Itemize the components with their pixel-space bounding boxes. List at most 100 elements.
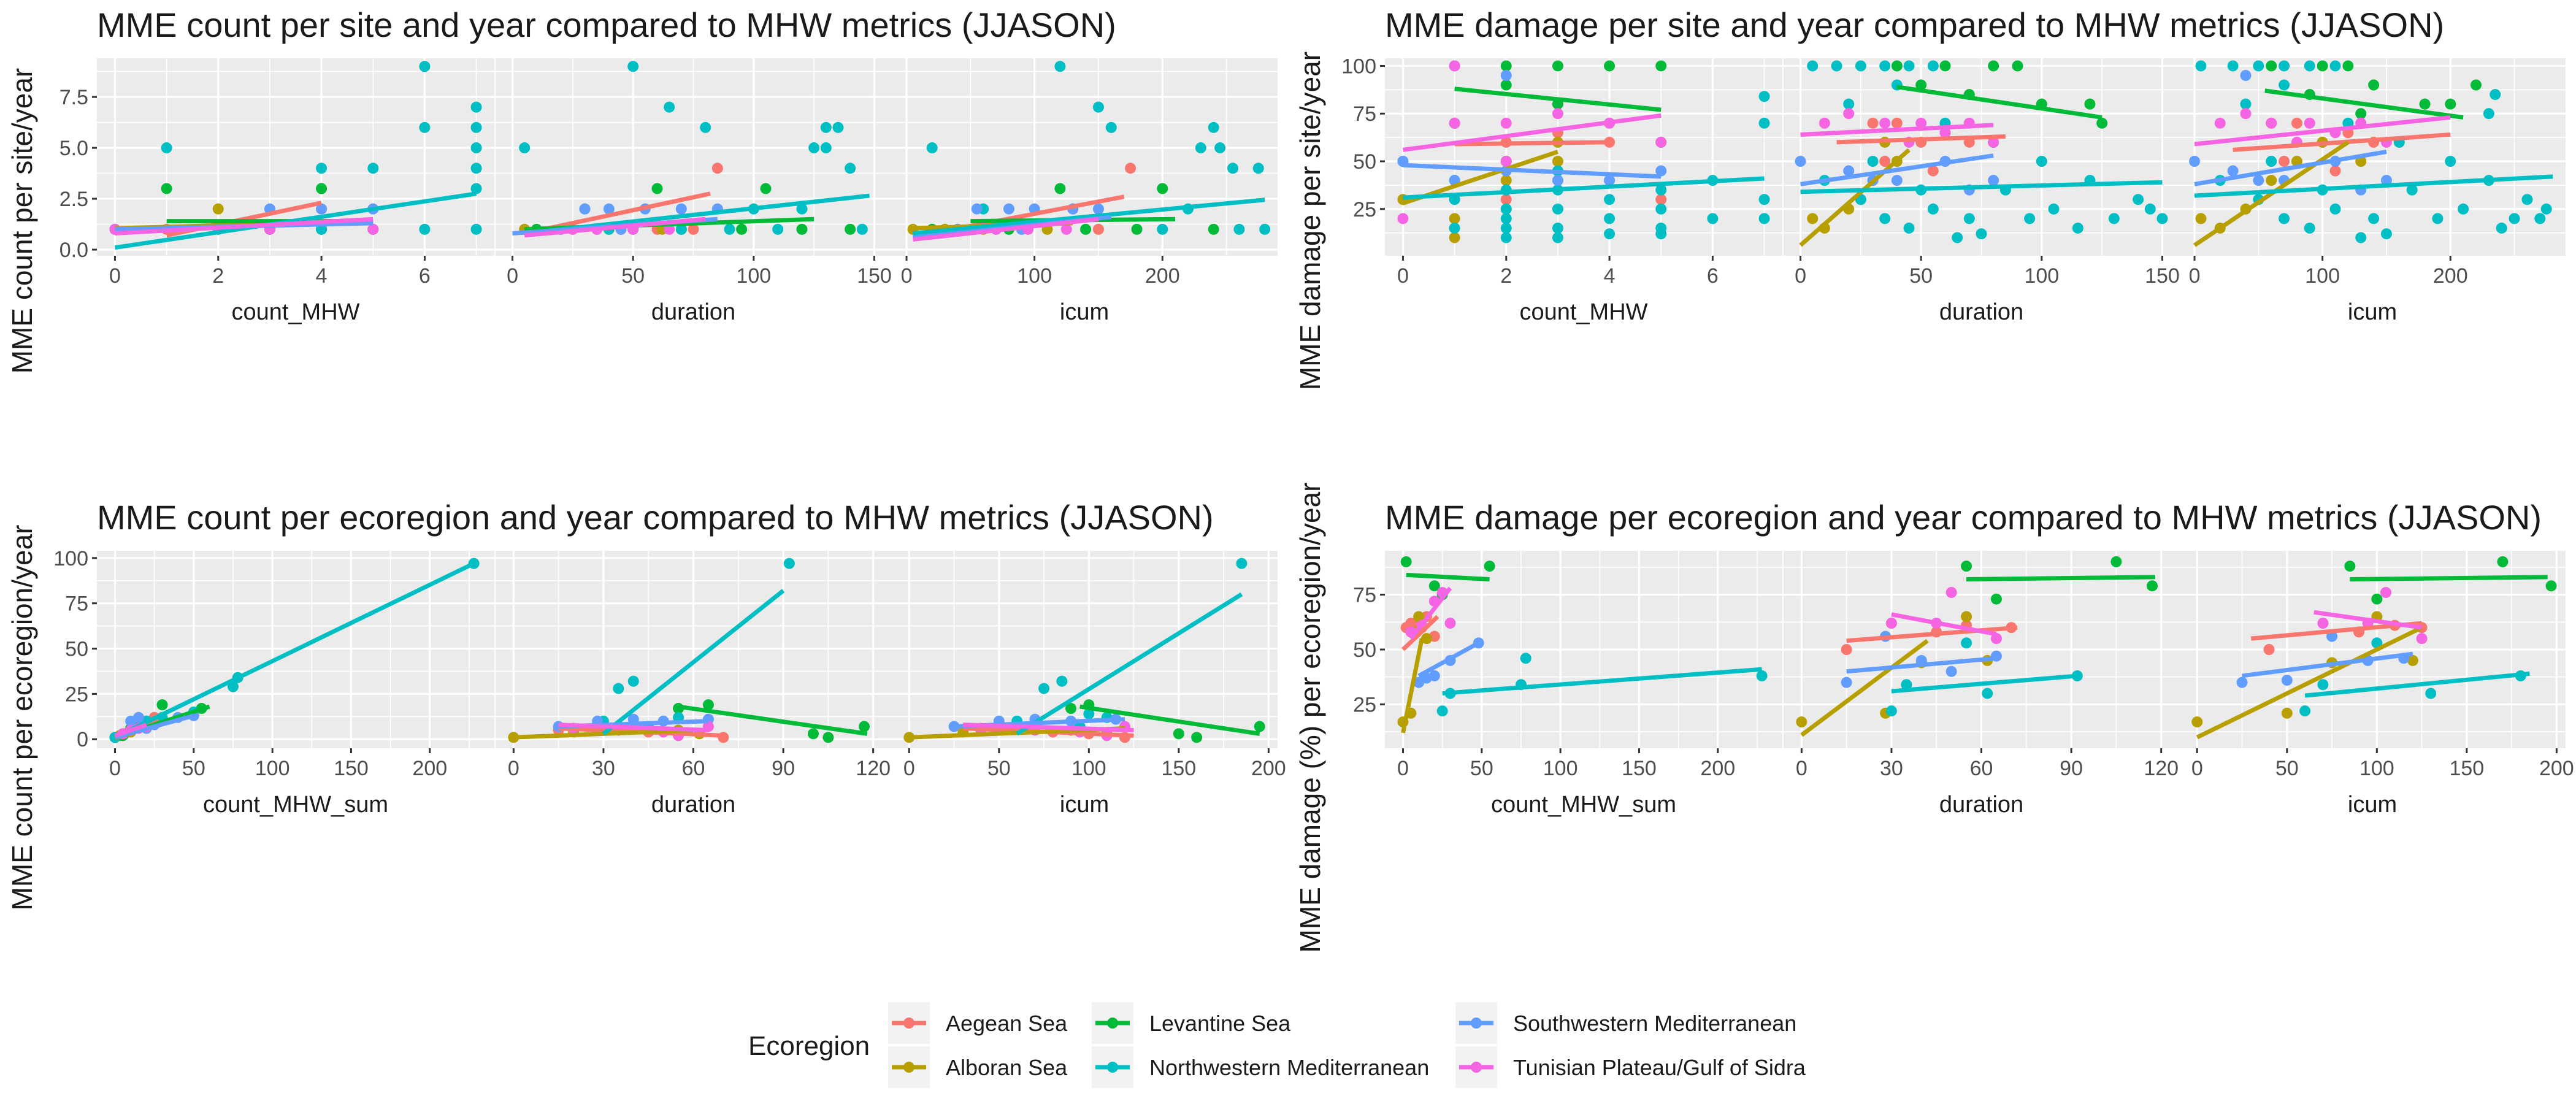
chart-4: MME damage per ecoregion and year compar… <box>1294 483 2574 953</box>
data-point <box>1927 60 1939 72</box>
data-point <box>2236 677 2248 688</box>
regression-line <box>115 217 374 236</box>
data-point <box>133 711 145 723</box>
data-point <box>161 142 172 154</box>
data-point <box>1961 637 1972 649</box>
data-point <box>2371 637 2383 649</box>
data-point <box>2279 213 2290 224</box>
x-tick-label: 50 <box>1909 264 1933 288</box>
facet-icum: 0 100 200 icum <box>2179 58 2566 325</box>
x-tick-label: 100 <box>2024 264 2059 288</box>
data-point <box>1191 732 1203 743</box>
data-point <box>1796 716 1807 728</box>
data-point <box>1604 194 1616 205</box>
data-point <box>856 223 868 235</box>
x-axis-label: icum <box>1060 299 1109 325</box>
plot-area <box>109 558 480 743</box>
data-point <box>1988 175 1999 186</box>
data-point <box>212 203 224 215</box>
regression-line <box>1891 612 1997 637</box>
data-point <box>808 142 820 154</box>
y-tick-label: 75 <box>65 592 88 616</box>
x-tick-label: 120 <box>2144 757 2179 780</box>
data-point <box>2084 98 2096 110</box>
data-point <box>1655 60 1667 72</box>
data-point <box>2253 60 2264 72</box>
x-tick-label: 0 <box>1795 264 1806 288</box>
y-tick-label: 7.5 <box>59 86 88 109</box>
data-point <box>2195 60 2207 72</box>
data-point <box>2214 117 2226 129</box>
x-tick-label: 0 <box>2191 757 2203 780</box>
data-point <box>2458 203 2469 215</box>
plot-area <box>508 558 870 743</box>
data-point <box>156 699 168 711</box>
data-point <box>1484 561 1495 572</box>
data-point <box>2133 194 2144 205</box>
data-point <box>1927 203 1939 215</box>
data-point <box>2304 60 2315 72</box>
data-point <box>1758 213 1770 224</box>
y-tick-label: 50 <box>1353 638 1376 662</box>
data-point <box>1236 558 1248 569</box>
x-tick-label: 30 <box>592 757 615 780</box>
data-point <box>470 121 482 133</box>
legend: Ecoregion Aegean Sea Alboran Sea Levantine … <box>748 1002 1806 1088</box>
regression-line <box>1800 638 1929 737</box>
data-point <box>2380 586 2391 598</box>
data-point <box>1444 618 1456 629</box>
data-point <box>1252 163 1264 174</box>
data-point <box>796 223 808 235</box>
data-point <box>1843 98 1855 110</box>
legend-entry: Northwestern Mediterranean <box>1092 1046 1429 1088</box>
data-point <box>702 699 714 711</box>
legend-point <box>1471 1018 1482 1029</box>
data-point <box>1003 203 1014 215</box>
regression-line <box>2196 626 2423 740</box>
data-point <box>2445 156 2456 167</box>
y-axis-label: MME damage per site/year <box>1294 52 1326 390</box>
legend-label: Southwestern Mediterranean <box>1513 1011 1796 1036</box>
x-tick-label: 0 <box>2189 264 2201 288</box>
regression-line <box>2194 174 2553 198</box>
data-point <box>2490 89 2501 101</box>
x-tick-label: 100 <box>255 757 290 780</box>
data-point <box>1214 142 1226 154</box>
data-point <box>1982 688 1993 699</box>
data-point <box>1903 222 1915 234</box>
x-tick-label: 150 <box>1161 757 1196 780</box>
data-point <box>1939 127 1951 139</box>
data-point <box>1259 223 1271 235</box>
data-point <box>783 558 795 569</box>
data-point <box>2227 165 2239 177</box>
data-point <box>2304 222 2315 234</box>
x-tick-label: 0 <box>109 264 121 288</box>
data-point <box>1915 117 1927 129</box>
regression-line <box>1891 673 2078 694</box>
data-point <box>2509 213 2520 224</box>
facet-icum: 0 50 100 150 200 icum <box>2179 551 2574 818</box>
data-point <box>1655 184 1667 196</box>
data-point <box>1056 675 1068 687</box>
x-tick-label: 100 <box>736 264 771 288</box>
data-point <box>859 721 870 732</box>
data-point <box>2329 203 2341 215</box>
data-point <box>1054 61 1066 72</box>
data-point <box>1080 223 1092 235</box>
data-point <box>1552 232 1563 243</box>
data-point <box>579 203 591 215</box>
data-point <box>1988 60 1999 72</box>
regression-line <box>513 727 694 740</box>
x-tick-label: 0 <box>901 264 913 288</box>
data-point <box>1655 203 1667 215</box>
x-tick-label: 2 <box>212 264 224 288</box>
data-point <box>2191 716 2203 728</box>
data-point <box>1807 60 1819 72</box>
regression-line <box>1800 180 2163 194</box>
data-point <box>2344 561 2356 572</box>
x-tick-label: 6 <box>419 264 431 288</box>
regression-line <box>1016 592 1243 736</box>
x-tick-label: 100 <box>1071 757 1106 780</box>
data-point <box>367 223 379 235</box>
